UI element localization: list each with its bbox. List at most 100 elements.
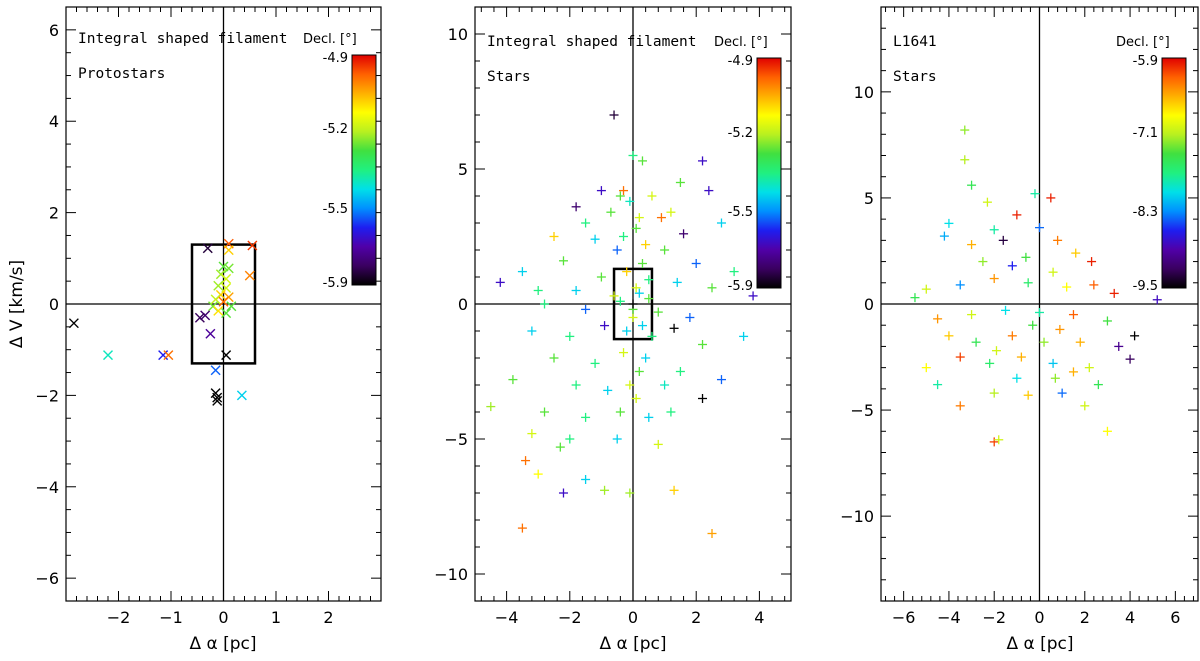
data-point xyxy=(628,299,638,309)
colorbar-tick: -7.1 xyxy=(1133,126,1158,141)
data-point-stroke xyxy=(226,301,237,312)
data-point xyxy=(921,363,931,373)
data-point xyxy=(581,475,591,484)
data-point xyxy=(221,283,232,294)
data-point xyxy=(615,191,625,201)
data-point xyxy=(596,272,606,282)
y-tick-label: 5 xyxy=(864,189,874,208)
y-tick-label: 0 xyxy=(458,295,468,314)
data-point xyxy=(978,257,988,267)
data-point xyxy=(1089,280,1099,290)
data-point-stroke xyxy=(247,240,258,251)
data-point xyxy=(212,392,223,403)
data-point xyxy=(1023,390,1033,400)
data-point xyxy=(910,293,920,303)
data-point xyxy=(1039,337,1049,347)
data-point xyxy=(653,307,663,317)
data-point xyxy=(1057,388,1067,398)
y-tick-label: −5 xyxy=(444,430,468,449)
data-point xyxy=(939,231,949,241)
selection-box xyxy=(190,243,257,365)
colorbar-label: Decl. [°] xyxy=(303,32,357,47)
data-point xyxy=(631,283,641,293)
data-point xyxy=(1048,267,1058,277)
data-point xyxy=(921,284,931,294)
data-point xyxy=(933,314,943,324)
data-point xyxy=(212,395,223,406)
data-point xyxy=(606,207,616,217)
colorbar-tick: -9.5 xyxy=(1133,279,1158,294)
data-point xyxy=(517,267,527,277)
data-point xyxy=(540,299,550,309)
data-point xyxy=(247,240,258,251)
data-points xyxy=(910,125,1162,447)
data-point xyxy=(571,380,581,390)
data-point xyxy=(644,275,654,285)
data-point xyxy=(998,235,1008,245)
data-point xyxy=(549,353,559,363)
data-point xyxy=(1035,307,1044,317)
data-point xyxy=(218,261,229,272)
data-point xyxy=(1053,235,1063,245)
y-tick-label: 2 xyxy=(49,204,59,223)
data-point-stroke xyxy=(103,350,113,361)
data-point xyxy=(971,337,981,347)
data-point-stroke xyxy=(221,283,232,294)
data-point xyxy=(985,358,995,368)
data-point xyxy=(1007,261,1017,271)
data-point-stroke xyxy=(163,350,174,361)
y-tick-label: 0 xyxy=(864,295,874,314)
data-point xyxy=(527,429,537,439)
panel-isf-stars: −4 −2 0 2 4 −10 −5 0 5 10 Integral shaped filamen… xyxy=(434,6,792,654)
data-point xyxy=(716,375,726,385)
data-point xyxy=(221,273,232,284)
data-point xyxy=(223,263,234,274)
data-point xyxy=(641,353,651,363)
data-point-stroke xyxy=(194,312,205,323)
data-point xyxy=(631,394,641,403)
colorbar-tick: -8.3 xyxy=(1133,205,1158,220)
x-tick-label: 2 xyxy=(323,608,333,627)
x-tick-label: −2 xyxy=(982,608,1006,627)
data-point xyxy=(495,277,505,287)
data-point-stroke xyxy=(202,243,213,254)
x-tick-label: −4 xyxy=(495,608,519,627)
data-point-stroke xyxy=(213,305,224,316)
axis-ticks: −6 −4 −2 0 2 4 6 −10 −5 0 5 10 xyxy=(840,6,1198,627)
data-point xyxy=(571,202,581,212)
data-point xyxy=(1075,337,1085,347)
x-tick-label: 4 xyxy=(1125,608,1135,627)
data-point xyxy=(666,207,676,217)
x-tick-label: 2 xyxy=(691,608,701,627)
data-point xyxy=(679,229,689,239)
data-point xyxy=(653,439,663,449)
data-point xyxy=(619,232,629,241)
data-point xyxy=(1071,248,1081,258)
data-point xyxy=(158,350,169,361)
x-tick-label: −1 xyxy=(159,608,183,627)
colorbar-tick: -5.9 xyxy=(1133,54,1158,69)
colorbar-tick: -4.9 xyxy=(728,54,753,69)
data-point xyxy=(967,180,977,190)
data-point xyxy=(1012,373,1022,383)
x-tick-label: −2 xyxy=(107,608,131,627)
data-point xyxy=(656,213,666,223)
colorbar: Decl. [°] -4.9 -5.2 -5.5 -5.9 xyxy=(714,35,782,294)
x-tick-label: 6 xyxy=(1170,608,1180,627)
data-point xyxy=(707,283,717,293)
data-point xyxy=(1068,367,1078,377)
data-point xyxy=(675,178,685,187)
data-point xyxy=(631,223,641,233)
data-point xyxy=(729,267,739,277)
colorbar-tick: -4.9 xyxy=(323,51,348,66)
data-point xyxy=(565,331,575,341)
data-point xyxy=(1028,320,1038,330)
data-point xyxy=(236,390,247,401)
data-point-stroke xyxy=(218,261,229,272)
data-point xyxy=(612,245,622,255)
panel-protostars: −2 −1 0 1 2 −6 −4 −2 0 2 4 6 Integral shaped filame… xyxy=(7,6,382,654)
data-point xyxy=(989,225,999,235)
y-tick-label: −5 xyxy=(850,401,874,420)
data-point xyxy=(223,245,234,256)
